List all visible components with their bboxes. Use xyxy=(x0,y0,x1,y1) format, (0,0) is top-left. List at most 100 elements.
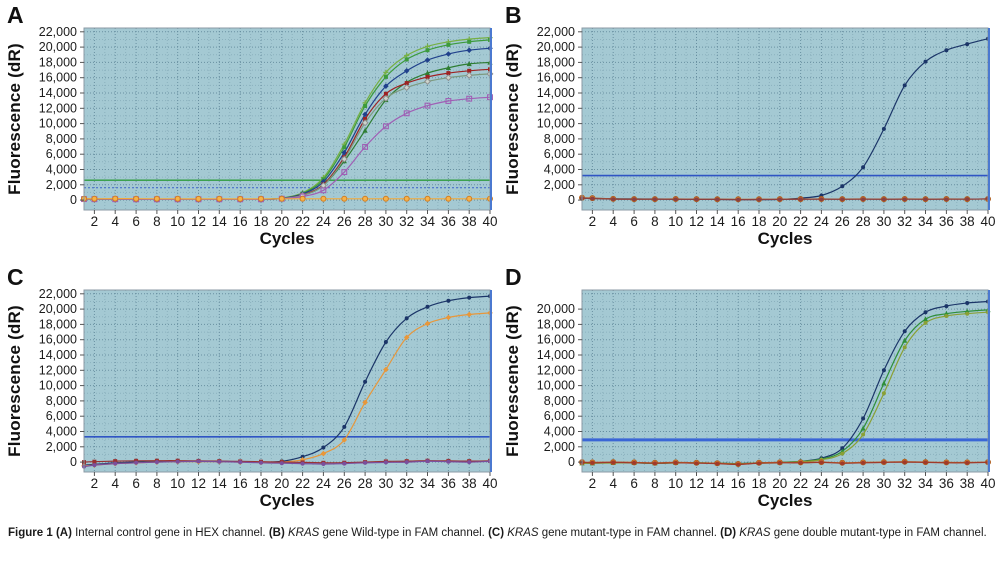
svg-text:2,000: 2,000 xyxy=(46,440,77,454)
svg-text:2,000: 2,000 xyxy=(544,178,575,192)
svg-text:20: 20 xyxy=(772,214,787,229)
svg-text:36: 36 xyxy=(441,476,456,491)
panel-d: 0 2,000 4,000 6,000 8,000 10,000 12,000 14,000 1… xyxy=(498,262,996,520)
x-axis-label-a: Cycles xyxy=(259,229,315,248)
svg-text:20: 20 xyxy=(772,476,787,491)
svg-text:2,000: 2,000 xyxy=(46,178,77,192)
x-axis-label-b: Cycles xyxy=(757,229,813,248)
svg-text:10: 10 xyxy=(668,214,683,229)
svg-text:16: 16 xyxy=(731,476,746,491)
svg-text:6: 6 xyxy=(630,214,638,229)
svg-text:20: 20 xyxy=(274,476,289,491)
svg-text:20,000: 20,000 xyxy=(39,302,77,316)
svg-text:2: 2 xyxy=(589,476,597,491)
svg-text:26: 26 xyxy=(835,476,850,491)
svg-text:10,000: 10,000 xyxy=(39,117,77,131)
svg-text:30: 30 xyxy=(876,214,891,229)
svg-text:8,000: 8,000 xyxy=(46,394,77,408)
svg-text:14: 14 xyxy=(710,214,726,229)
svg-text:8,000: 8,000 xyxy=(46,132,77,146)
svg-text:4: 4 xyxy=(111,476,119,491)
svg-text:2,000: 2,000 xyxy=(544,440,575,454)
y-axis-label-c: Fluorescence (dR) xyxy=(5,305,24,457)
y-axis-label-a: Fluorescence (dR) xyxy=(5,43,24,195)
panel-letter-c: C xyxy=(7,264,24,290)
svg-text:18: 18 xyxy=(751,476,766,491)
svg-text:36: 36 xyxy=(939,476,954,491)
svg-text:8: 8 xyxy=(651,214,659,229)
panel-a: 0 2,000 4,000 6,000 8,000 10,000 12,000 14,000 1… xyxy=(0,0,498,258)
svg-text:30: 30 xyxy=(876,476,891,491)
svg-text:38: 38 xyxy=(462,214,477,229)
svg-text:16: 16 xyxy=(731,214,746,229)
svg-text:2: 2 xyxy=(91,476,99,491)
svg-text:32: 32 xyxy=(897,476,912,491)
svg-text:40: 40 xyxy=(980,476,995,491)
svg-text:36: 36 xyxy=(441,214,456,229)
svg-text:24: 24 xyxy=(814,476,830,491)
svg-text:2: 2 xyxy=(91,214,99,229)
svg-text:40: 40 xyxy=(482,476,497,491)
svg-text:18: 18 xyxy=(253,476,268,491)
svg-text:20,000: 20,000 xyxy=(39,40,77,54)
svg-text:24: 24 xyxy=(316,476,332,491)
svg-text:12,000: 12,000 xyxy=(39,363,77,377)
svg-text:14,000: 14,000 xyxy=(39,348,77,362)
svg-text:14: 14 xyxy=(212,214,228,229)
svg-text:26: 26 xyxy=(337,214,352,229)
svg-text:8,000: 8,000 xyxy=(544,132,575,146)
svg-text:28: 28 xyxy=(358,476,373,491)
svg-text:18,000: 18,000 xyxy=(537,55,575,69)
x-axis-label-c: Cycles xyxy=(259,491,315,510)
svg-text:14,000: 14,000 xyxy=(39,86,77,100)
svg-text:30: 30 xyxy=(378,214,393,229)
panel-b: 0 2,000 4,000 6,000 8,000 10,000 12,000 14,000 1… xyxy=(498,0,996,258)
svg-text:32: 32 xyxy=(399,214,414,229)
svg-text:10,000: 10,000 xyxy=(537,379,575,393)
svg-text:34: 34 xyxy=(918,214,934,229)
svg-text:16: 16 xyxy=(233,214,248,229)
svg-text:6: 6 xyxy=(630,476,638,491)
svg-text:22: 22 xyxy=(793,476,808,491)
panel-letter-d: D xyxy=(505,264,522,290)
svg-text:4,000: 4,000 xyxy=(46,425,77,439)
svg-text:34: 34 xyxy=(420,476,436,491)
svg-text:22: 22 xyxy=(295,214,310,229)
plot-area-d: 02,0004,0006,0008,00010,00012,00014,0001… xyxy=(537,289,996,491)
svg-text:0: 0 xyxy=(568,455,575,469)
svg-text:6: 6 xyxy=(132,214,140,229)
svg-text:22,000: 22,000 xyxy=(39,25,77,39)
svg-text:22,000: 22,000 xyxy=(39,287,77,301)
svg-text:10: 10 xyxy=(170,476,185,491)
svg-text:12,000: 12,000 xyxy=(537,101,575,115)
y-axis-label-b: Fluorescence (dR) xyxy=(503,43,522,195)
svg-text:6,000: 6,000 xyxy=(544,409,575,423)
svg-text:4,000: 4,000 xyxy=(46,163,77,177)
svg-text:22: 22 xyxy=(793,214,808,229)
figure-caption: Figure 1 (A) Internal control gene in HE… xyxy=(8,527,987,539)
svg-text:40: 40 xyxy=(482,214,497,229)
panel-letter-a: A xyxy=(7,2,24,28)
svg-text:24: 24 xyxy=(814,214,830,229)
svg-text:10,000: 10,000 xyxy=(39,379,77,393)
svg-text:10,000: 10,000 xyxy=(537,117,575,131)
svg-text:12: 12 xyxy=(191,476,206,491)
svg-text:4,000: 4,000 xyxy=(544,425,575,439)
svg-text:16: 16 xyxy=(233,476,248,491)
x-axis-label-d: Cycles xyxy=(757,491,813,510)
svg-text:22,000: 22,000 xyxy=(537,25,575,39)
svg-text:0: 0 xyxy=(70,193,77,207)
svg-text:8,000: 8,000 xyxy=(544,394,575,408)
svg-text:12: 12 xyxy=(191,214,206,229)
svg-text:36: 36 xyxy=(939,214,954,229)
svg-text:4: 4 xyxy=(609,214,617,229)
plot-area-b: 02,0004,0006,0008,00010,00012,00014,0001… xyxy=(537,25,996,229)
svg-text:2: 2 xyxy=(589,214,597,229)
svg-text:32: 32 xyxy=(399,476,414,491)
svg-text:14,000: 14,000 xyxy=(537,348,575,362)
svg-text:4,000: 4,000 xyxy=(544,163,575,177)
svg-text:16,000: 16,000 xyxy=(537,333,575,347)
plot-area-c: 02,0004,0006,0008,00010,00012,00014,0001… xyxy=(39,287,498,491)
svg-text:12,000: 12,000 xyxy=(39,101,77,115)
